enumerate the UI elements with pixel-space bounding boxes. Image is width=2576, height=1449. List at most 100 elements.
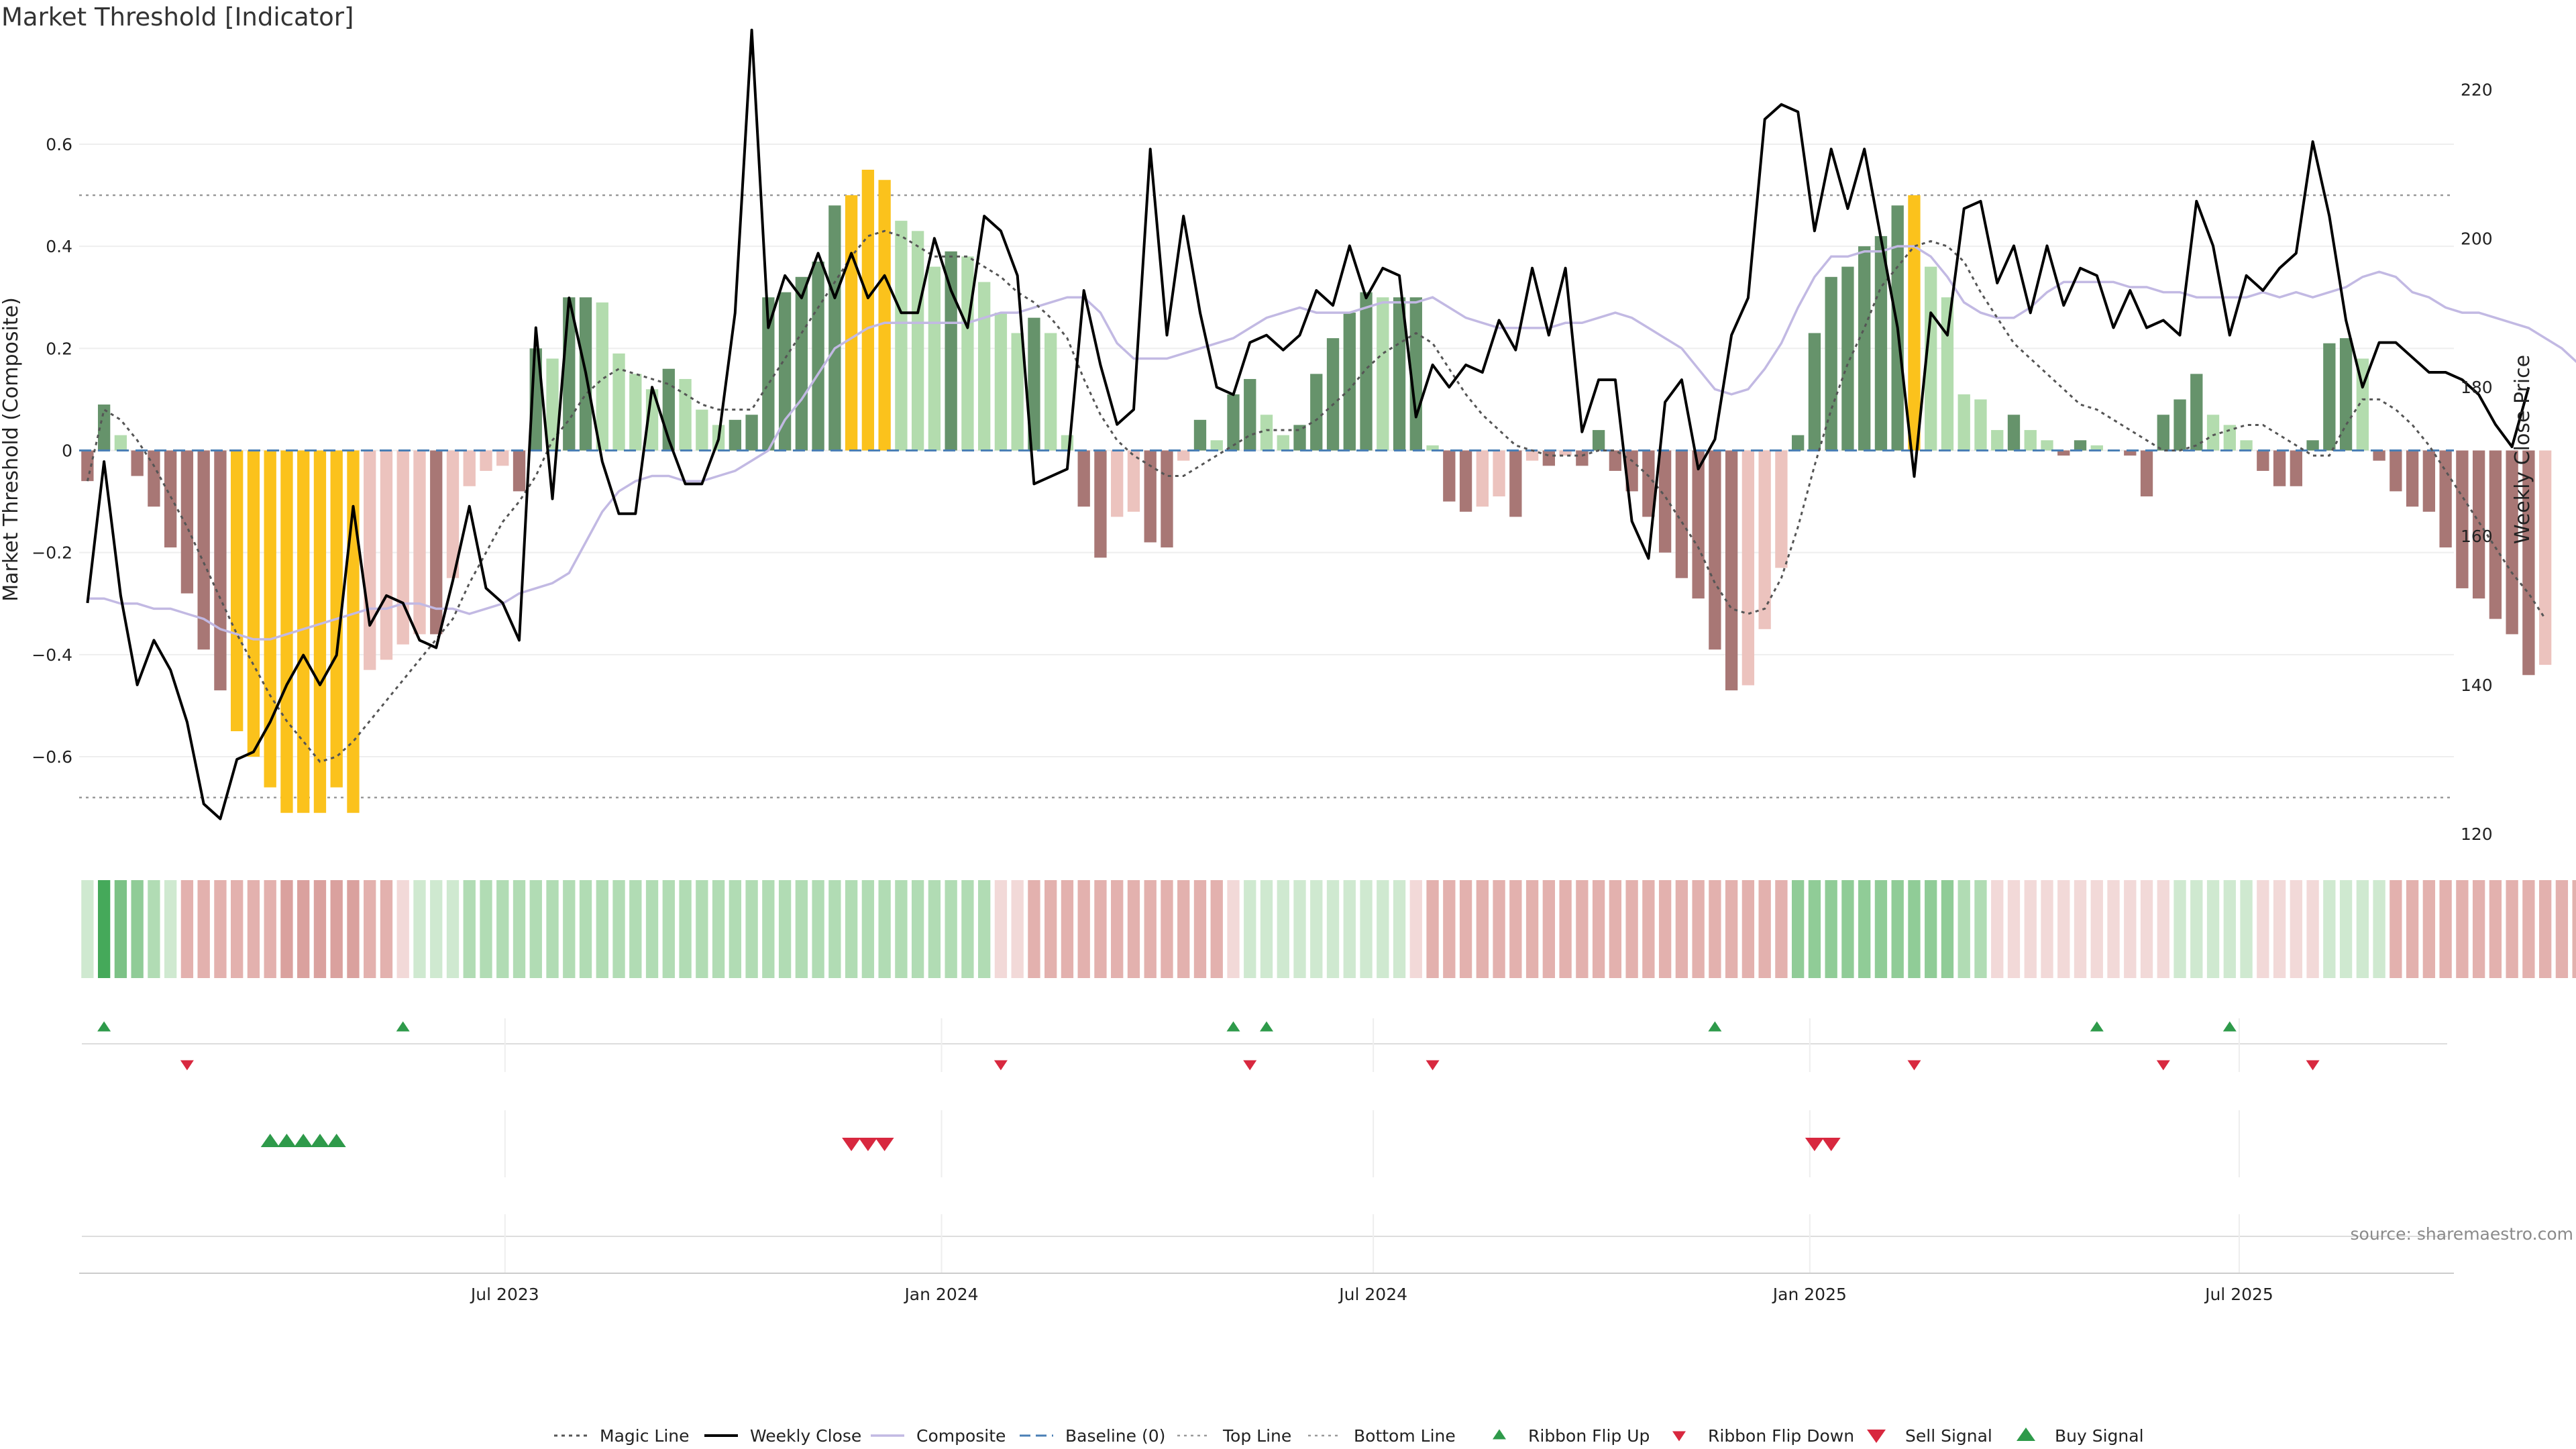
composite-bar: [513, 450, 526, 492]
ribbon-flip-up-marker: [1226, 1021, 1240, 1032]
composite-bar: [1825, 276, 1837, 451]
ribbon-cell: [1094, 880, 1107, 978]
ribbon-cell: [2290, 880, 2302, 978]
ribbon-cell: [1161, 880, 1173, 978]
composite-bar: [396, 450, 409, 645]
ribbon-flip-up-marker: [2222, 1021, 2237, 1032]
ribbon-cell: [2157, 880, 2169, 978]
ribbon-flip-down-marker: [994, 1060, 1008, 1071]
legend-item-sell: Sell Signal: [1867, 1426, 1992, 1446]
ribbon-cell: [1360, 880, 1373, 978]
x-tick-label: Jul 2025: [2204, 1285, 2273, 1304]
ribbon-cell: [1941, 880, 1954, 978]
ribbon-cell: [1061, 880, 1074, 978]
composite-bar: [1227, 394, 1240, 451]
ribbon-flip-down-marker: [180, 1060, 194, 1071]
legend-label: Sell Signal: [1905, 1426, 1992, 1446]
composite-bar: [1310, 374, 1323, 451]
ribbon-cell: [1675, 880, 1688, 978]
ribbon-cell: [197, 880, 210, 978]
composite-bar: [1658, 450, 1672, 553]
ribbon-cell: [297, 880, 310, 978]
composite-bar: [1925, 266, 1937, 451]
composite-bar: [97, 405, 111, 451]
composite-bar: [1509, 450, 1522, 517]
signal-markers: [82, 1018, 2447, 1273]
composite-bar: [413, 450, 426, 635]
ribbon-cell: [1775, 880, 1788, 978]
composite-bar: [1792, 435, 1805, 451]
ribbon-cell: [1658, 880, 1672, 978]
chart-title: Market Threshold [Indicator]: [1, 3, 354, 32]
composite-bar: [696, 409, 708, 451]
left-tick-label: −0.6: [32, 747, 72, 767]
ribbon-cell: [1974, 880, 1987, 978]
ribbon-cell: [529, 880, 542, 978]
ribbon-cell: [214, 880, 227, 978]
composite-bar: [629, 374, 642, 451]
ribbon-cell: [131, 880, 144, 978]
left-axis-title: Market Threshold (Composite): [0, 297, 23, 602]
ribbon-cell: [1625, 880, 1638, 978]
composite-bar: [480, 450, 492, 471]
composite-bar: [2273, 450, 2286, 486]
composite-bar: [1576, 450, 1589, 466]
composite-bar: [1393, 297, 1406, 451]
composite-bar: [1476, 450, 1489, 507]
composite-bar: [1775, 450, 1788, 568]
composite-bar: [1692, 450, 1705, 599]
ribbon-cell: [1891, 880, 1904, 978]
ribbon-cell: [1493, 880, 1505, 978]
ribbon-cell: [961, 880, 974, 978]
ribbon-cell: [1758, 880, 1771, 978]
ribbon-flip-up-marker: [396, 1021, 410, 1032]
ribbon-cell: [496, 880, 509, 978]
source-label: source: sharemaestro.com: [2351, 1224, 2574, 1244]
ribbon-cell: [2240, 880, 2253, 978]
buy-signal-marker: [260, 1134, 280, 1147]
composite-bar: [978, 282, 991, 451]
ribbon-cell: [895, 880, 908, 978]
composite-bar: [1709, 450, 1721, 650]
composite-bar: [2489, 450, 2502, 619]
ribbon-cell: [1377, 880, 1389, 978]
right-tick-label: 200: [2461, 229, 2493, 248]
ribbon-cell: [928, 880, 941, 978]
ribbon-cell: [180, 880, 194, 978]
ribbon-cell: [1409, 880, 1422, 978]
composite-bar: [1609, 450, 1622, 471]
ribbon-cell: [2390, 880, 2402, 978]
legend-item-buy: Buy Signal: [2017, 1426, 2144, 1446]
composite-bar: [1277, 435, 1289, 451]
composite-bar: [1808, 333, 1821, 451]
ribbon-cell: [645, 880, 659, 978]
ribbon-cell: [2555, 880, 2569, 978]
composite-bar: [1377, 297, 1389, 451]
composite-bar: [762, 297, 775, 451]
left-tick-label: 0.4: [46, 237, 72, 256]
ribbon-cell: [1277, 880, 1289, 978]
composite-bar: [1326, 338, 1340, 451]
ribbon-cell: [1326, 880, 1340, 978]
ribbon-cell: [2522, 880, 2535, 978]
composite-bar: [1559, 450, 1572, 456]
ribbon-cell: [2406, 880, 2419, 978]
composite-bar: [1426, 445, 1439, 451]
left-tick-label: 0.6: [46, 135, 72, 154]
ribbon-cell: [911, 880, 924, 978]
ribbon-cell: [2140, 880, 2153, 978]
composite-bar: [2323, 343, 2336, 451]
composite-bar: [1642, 450, 1655, 517]
composite-bar: [2538, 450, 2552, 665]
legend-item-bottom: Bottom Line: [1308, 1426, 1456, 1446]
ribbon-cell: [795, 880, 808, 978]
ribbon-cell: [1144, 880, 1157, 978]
ribbon-strip: [81, 880, 2576, 978]
composite-bar: [463, 450, 476, 486]
ribbon-flip-up-marker: [97, 1021, 111, 1032]
composite-bar: [2223, 425, 2236, 451]
left-tick-label: −0.2: [32, 543, 72, 563]
ribbon-cell: [2174, 880, 2186, 978]
ribbon-cell: [380, 880, 393, 978]
